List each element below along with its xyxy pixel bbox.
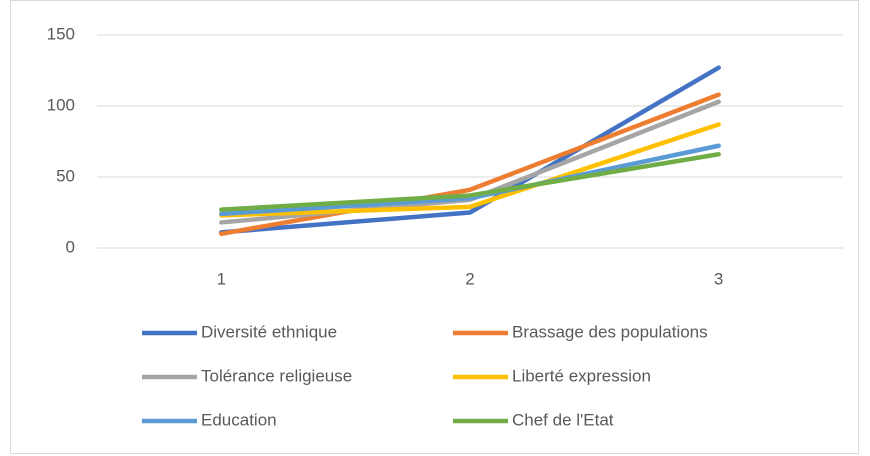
chart-border xyxy=(10,0,859,454)
series-line xyxy=(219,152,721,212)
legend-label: Brassage des populations xyxy=(512,322,708,341)
series-line xyxy=(219,143,721,217)
y-tick-label: 0 xyxy=(66,237,75,256)
legend-label: Liberté expression xyxy=(512,366,651,385)
x-tick-label: 3 xyxy=(714,269,723,288)
legend-label: Diversité ethnique xyxy=(201,322,337,341)
series-line xyxy=(219,122,721,218)
legend-label: Tolérance religieuse xyxy=(201,366,352,385)
y-tick-label: 50 xyxy=(56,166,75,185)
y-tick-label: 150 xyxy=(47,24,75,43)
series-line xyxy=(219,65,721,235)
series-line xyxy=(219,92,721,237)
legend-label: Chef de l'Etat xyxy=(512,410,614,429)
y-tick-label: 100 xyxy=(47,95,75,114)
x-tick-label: 1 xyxy=(217,269,226,288)
x-tick-label: 2 xyxy=(465,269,474,288)
legend-label: Education xyxy=(201,410,277,429)
